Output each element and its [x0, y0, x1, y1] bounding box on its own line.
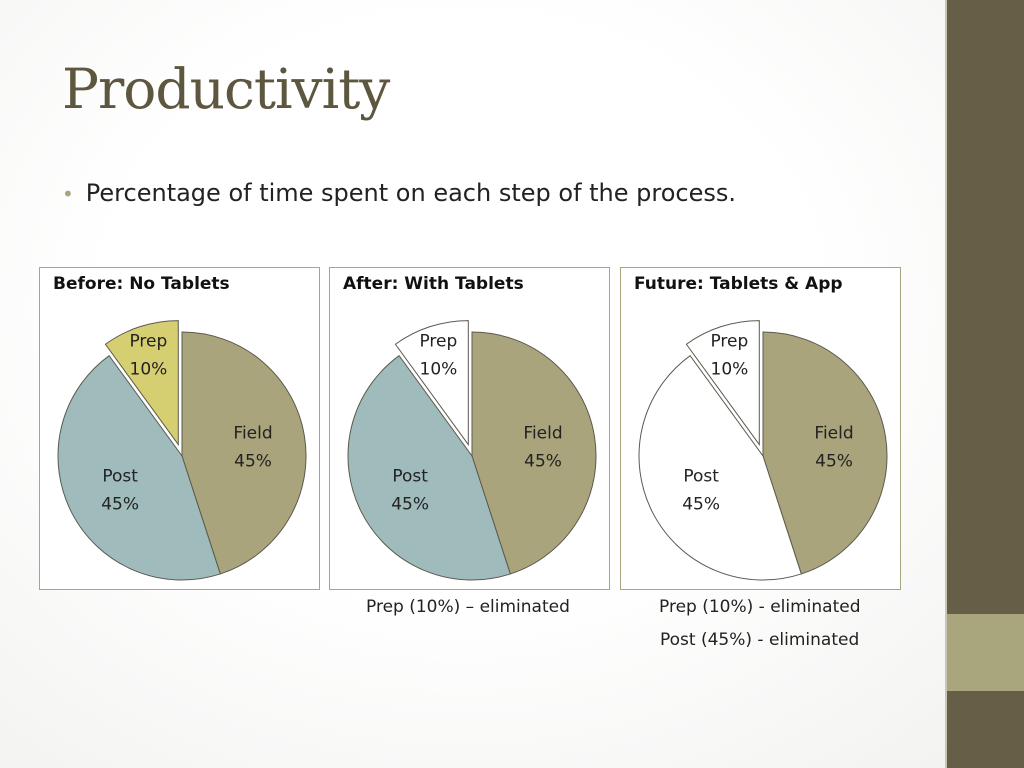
- chart-title-before: Before: No Tablets: [53, 274, 230, 294]
- pie-chart-after-svg: Field 45% Post 45% Prep 10%: [347, 320, 597, 581]
- decorative-sidebar-accent: [947, 614, 1024, 691]
- slice-value-field: 45%: [815, 452, 853, 472]
- note-future-post-eliminated: Post (45%) - eliminated: [660, 630, 860, 650]
- note-future-prep-eliminated: Prep (10%) - eliminated: [659, 597, 861, 617]
- slice-label-field: Field: [814, 424, 853, 444]
- pie-slice-prep: [685, 320, 760, 447]
- slice-value-prep: 10%: [420, 360, 458, 380]
- slice-value-field: 45%: [524, 452, 562, 472]
- pie-chart-before: Before: No Tablets Field 45% Post 45% Prep 10…: [39, 267, 320, 590]
- slice-label-prep: Prep: [129, 332, 167, 352]
- pie-slice-post: [347, 354, 511, 581]
- note-after-prep-eliminated: Prep (10%) – eliminated: [366, 597, 570, 617]
- pie-chart-future-svg: Field 45% Post 45% Prep 10%: [638, 320, 888, 581]
- slice-value-post: 45%: [682, 495, 720, 515]
- pie-chart-future: Future: Tablets & App Field 45% Post 45% Pre…: [620, 267, 901, 590]
- pie-chart-after: After: With Tablets Field 45% Post 45% Prep 1…: [329, 267, 610, 590]
- pie-slice-post: [638, 354, 802, 581]
- pie-slice-post: [57, 354, 221, 581]
- bullet-text: Percentage of time spent on each step of…: [85, 179, 737, 207]
- slice-label-post: Post: [102, 467, 138, 487]
- slice-value-field: 45%: [234, 452, 272, 472]
- slice-label-post: Post: [392, 467, 428, 487]
- pie-slice-field: [762, 331, 888, 575]
- pie-slice-prep: [394, 320, 469, 447]
- pie-slice-prep: [104, 320, 179, 447]
- slice-label-prep: Prep: [710, 332, 748, 352]
- slice-value-post: 45%: [101, 495, 139, 515]
- slice-value-prep: 10%: [711, 360, 749, 380]
- chart-title-future: Future: Tablets & App: [634, 274, 843, 294]
- slide-title: Productivity: [62, 57, 390, 121]
- chart-title-after: After: With Tablets: [343, 274, 524, 294]
- slice-label-post: Post: [683, 467, 719, 487]
- sidebar-edge: [945, 0, 947, 768]
- slice-value-post: 45%: [391, 495, 429, 515]
- slice-label-field: Field: [233, 424, 272, 444]
- slice-label-prep: Prep: [419, 332, 457, 352]
- slice-label-field: Field: [523, 424, 562, 444]
- pie-chart-before-svg: Field 45% Post 45% Prep 10%: [57, 320, 307, 581]
- bullet-dot-icon: •: [62, 182, 74, 206]
- pie-slice-field: [181, 331, 307, 575]
- pie-slice-field: [471, 331, 597, 575]
- bullet-item: • Percentage of time spent on each step o…: [62, 179, 736, 208]
- slice-value-prep: 10%: [130, 360, 168, 380]
